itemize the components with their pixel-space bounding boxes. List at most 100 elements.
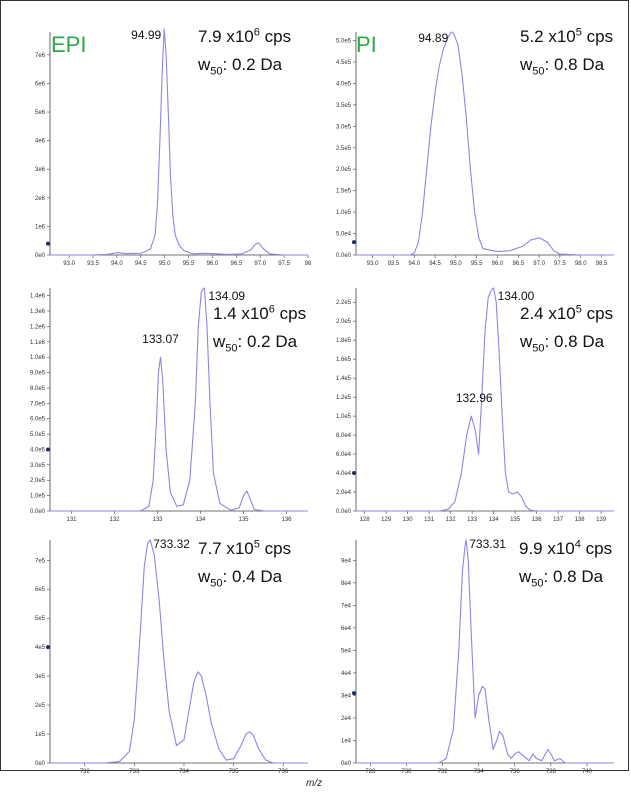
width-label: w50: 0.8 Da [519, 567, 604, 590]
y-tick-label: 2e5 [35, 703, 46, 709]
y-tick-label: 1.6e5 [336, 357, 352, 363]
peak-label: 94.99 [131, 28, 161, 42]
x-tick-label: 130 [403, 517, 414, 523]
x-tick-label: 131 [424, 517, 435, 523]
y-tick-label: 5e6 [35, 110, 46, 116]
threshold-marker [352, 240, 356, 245]
y-tick-label: 2.0e4 [336, 490, 352, 496]
x-tick-label: 732 [438, 769, 449, 775]
x-tick-label: 96.5 [230, 261, 242, 267]
spectrum-trace [356, 287, 614, 512]
x-tick-label: 134 [489, 517, 500, 523]
x-tick-label: 129 [381, 517, 392, 523]
y-tick-label: 3.0e5 [30, 463, 46, 469]
y-tick-label: 9e4 [341, 558, 352, 564]
y-tick-label: 6e4 [341, 626, 352, 632]
width-label: w50: 0.8 Da [520, 55, 605, 78]
spectrum-trace [50, 28, 308, 256]
chart-svg: 728 730 732 734 736 738 740 0e0 1e4 2e4 3e4 4e4 5e4 6… [341, 537, 614, 775]
y-tick-label: 7e5 [35, 558, 46, 564]
y-tick-label: 5.0e5 [30, 432, 46, 438]
intensity-label: 9.9 x104 cps [519, 538, 613, 558]
x-axis-label: m/z [306, 778, 323, 789]
chart-svg: 732 733 734 735 736 0e0 1e5 2e5 3e5 4e5 5e5 6e5 7e5 7… [35, 537, 308, 775]
y-tick-label: 4.0e4 [336, 471, 352, 477]
x-tick-label: 732 [80, 769, 91, 775]
x-tick-label: 134 [195, 517, 206, 523]
x-tick-label: 97.5 [278, 261, 290, 267]
y-tick-label: 4.5e5 [336, 60, 352, 66]
x-tick-label: 132 [446, 517, 457, 523]
x-tick-label: 98.5 [596, 261, 608, 267]
y-tick-label: 2e6 [35, 196, 46, 202]
y-tick-label: 3e4 [341, 693, 352, 699]
intensity-label: 7.7 x105 cps [198, 538, 292, 558]
y-tick-label: 5e5 [35, 616, 46, 622]
y-tick-label: 1.0e5 [336, 210, 352, 216]
figure-frame [0, 0, 629, 771]
y-tick-label: 3.0e5 [336, 124, 352, 130]
y-tick-label: 1e5 [35, 732, 46, 738]
y-tick-label: 7e6 [35, 53, 46, 59]
spectrum-trace [356, 31, 614, 256]
panel-top-right: 93.0 93.5 94.0 94.5 95.0 95.5 96.0 96.5 97.0 97.5… [316, 27, 616, 270]
x-tick-label: 93.5 [388, 261, 400, 267]
x-tick-label: 128 [360, 517, 371, 523]
x-tick-label: 97.5 [554, 261, 566, 267]
x-tick-label: 135 [238, 517, 249, 523]
threshold-marker [352, 691, 356, 696]
intensity-label: 2.4 x105 cps [520, 303, 614, 323]
y-tick-label: 1.0e5 [336, 414, 352, 420]
y-tick-label: 8e4 [341, 581, 352, 587]
y-tick-label: 4.0e5 [30, 447, 46, 453]
x-tick-label: 94.0 [111, 261, 123, 267]
panel-middle-right: 128 129 130 131 132 133 134 135 136 137 138 139 0.0e… [316, 286, 616, 526]
width-label: w50: 0.4 Da [198, 567, 283, 590]
x-tick-label: 738 [546, 769, 557, 775]
threshold-marker [46, 241, 50, 246]
y-tick-label: 7e4 [341, 603, 352, 609]
y-tick-label: 1.1e6 [30, 340, 46, 346]
x-tick-label: 728 [365, 769, 376, 775]
mode-label: PI [356, 32, 377, 57]
threshold-marker [352, 471, 356, 476]
y-tick-label: 1e6 [35, 224, 46, 230]
x-tick-label: 94.5 [429, 261, 441, 267]
y-tick-label: 1e4 [341, 738, 352, 744]
y-tick-label: 1.5e5 [336, 189, 352, 195]
peak-label: 132.96 [456, 391, 493, 405]
x-tick-label: 94.5 [135, 261, 147, 267]
y-tick-label: 3e6 [35, 167, 46, 173]
y-tick-label: 6e5 [35, 587, 46, 593]
y-tick-label: 1.4e6 [30, 294, 46, 300]
x-tick-label: 93.0 [63, 261, 75, 267]
peak-label: 133.07 [142, 332, 179, 346]
width-label: w50: 0.2 Da [213, 332, 298, 355]
spectrum-trace [50, 539, 308, 764]
y-tick-label: 2.0e5 [30, 478, 46, 484]
chart-svg: 93.0 93.5 94.0 94.5 95.0 95.5 96.0 96.5 97.0 97.5… [35, 28, 312, 267]
y-tick-label: 4.0e5 [336, 81, 352, 87]
intensity-label: 5.2 x105 cps [520, 26, 614, 46]
intensity-label: 1.4 x106 cps [213, 303, 307, 323]
y-tick-label: 0.0e0 [30, 509, 46, 515]
peak-label: 733.31 [469, 537, 506, 551]
x-tick-label: 98.0 [575, 261, 587, 267]
x-tick-label: 136 [281, 517, 292, 523]
peak-label: 733.32 [153, 537, 190, 551]
x-tick-label: 95.0 [159, 261, 171, 267]
y-tick-label: 6.0e4 [336, 452, 352, 458]
width-label: w50: 0.2 Da [198, 55, 283, 78]
x-tick-label: 136 [532, 517, 543, 523]
y-tick-label: 1.4e5 [336, 376, 352, 382]
intensity-label: 7.9 x106 cps [198, 26, 292, 46]
y-tick-label: 6e6 [35, 81, 46, 87]
x-tick-label: 734 [179, 769, 190, 775]
x-tick-label: 733 [129, 769, 140, 775]
panel-top-left: 93.0 93.5 94.0 94.5 95.0 95.5 96.0 96.5 97.0 97.5… [10, 27, 312, 270]
y-tick-label: 8.0e4 [336, 433, 352, 439]
x-tick-label: 94.0 [408, 261, 420, 267]
width-label: w50: 0.8 Da [520, 332, 605, 355]
y-tick-label: 0e0 [341, 761, 352, 767]
x-tick-label: 93.5 [87, 261, 99, 267]
